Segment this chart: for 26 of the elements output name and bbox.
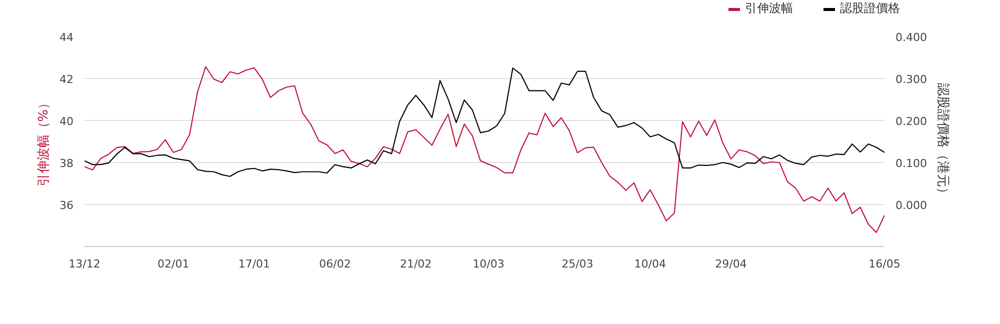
y2-axis-title: 認股證價格（港元） — [934, 83, 950, 200]
y-tick-label: 36 — [60, 199, 74, 212]
y-axis-title: 引伸波幅（%） — [36, 96, 52, 187]
x-tick-label: 10/04 — [634, 258, 666, 270]
x-tick-label: 17/01 — [238, 258, 270, 270]
y2-tick-label: 0.100 — [896, 157, 927, 170]
x-tick-label: 06/02 — [319, 258, 351, 270]
x-tick-label: 02/01 — [158, 258, 190, 270]
line-series — [84, 66, 884, 233]
x-tick-label: 16/05 — [868, 258, 900, 270]
y-tick-label: 42 — [60, 73, 74, 86]
x-tick-label: 21/02 — [400, 258, 432, 270]
y2-tick-label: 0.200 — [896, 115, 927, 128]
y2-tick-label: 0.000 — [896, 199, 927, 212]
line-series — [84, 67, 884, 177]
x-tick-label: 25/03 — [562, 258, 594, 270]
y2-tick-label: 0.300 — [896, 73, 927, 86]
x-tick-label: 10/03 — [472, 258, 504, 270]
legend-label: 引伸波幅 — [745, 0, 793, 17]
y2-tick-label: 0.400 — [896, 31, 927, 44]
y-tick-label: 38 — [60, 157, 74, 170]
legend-label: 認股證價格 — [840, 0, 900, 17]
y-tick-label: 40 — [60, 115, 74, 128]
y-tick-label: 44 — [60, 31, 74, 44]
x-tick-label: 29/04 — [715, 258, 747, 270]
x-tick-label: 13/12 — [68, 258, 100, 270]
